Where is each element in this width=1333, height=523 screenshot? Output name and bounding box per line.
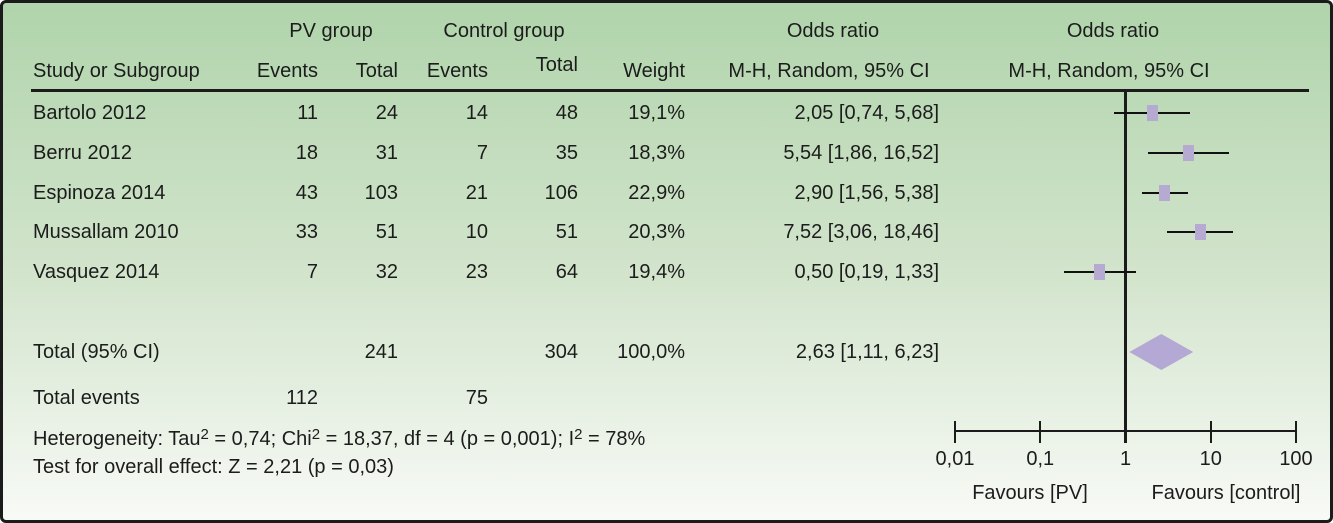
table-row: Mussallam 2010 33 51 10 51 20,3% 7,52 [3… — [3, 219, 1330, 245]
col-header-events-control: Events — [426, 60, 488, 82]
events-pv: 7 — [306, 261, 318, 283]
total-control: 64 — [555, 261, 578, 283]
odds-ratio-header-1: Odds ratio — [786, 20, 880, 42]
study-name: Espinoza 2014 — [33, 182, 166, 204]
table-row: Espinoza 2014 43 103 21 106 22,9% 2,90 [… — [3, 180, 1330, 206]
table-row: Bartolo 2012 11 24 14 48 19,1% 2,05 [0,7… — [3, 100, 1330, 126]
pv-group-header: PV group — [289, 20, 373, 42]
total-control: 35 — [555, 142, 578, 164]
events-pv: 11 — [297, 102, 318, 124]
axis-tick-label: 0,01 — [935, 448, 975, 470]
events-pv: 43 — [295, 182, 318, 204]
col-header-total-control: Total — [535, 54, 578, 76]
col-header-study: Study or Subgroup — [33, 60, 200, 82]
events-control: 10 — [465, 221, 488, 243]
or-ci-text: 7,52 [3,06, 18,46] — [783, 221, 939, 243]
col-header-total-pv: Total — [355, 60, 398, 82]
total-events-control: 75 — [465, 387, 488, 409]
odds-ratio-header-2: Odds ratio — [1066, 20, 1160, 42]
column-header-row: Study or Subgroup Events Total Events To… — [3, 54, 1330, 84]
study-name: Berru 2012 — [33, 142, 132, 164]
axis-tick — [1209, 421, 1212, 443]
total-control: 48 — [555, 102, 578, 124]
or-ci-text: 5,54 [1,86, 16,52] — [783, 142, 939, 164]
total-control: 51 — [555, 221, 578, 243]
total-pv: 32 — [375, 261, 398, 283]
total-row: Total (95% CI) 241 304 100,0% 2,63 [1,11… — [3, 339, 1330, 365]
overall-effect-text: Test for overall effect: Z = 2,21 (p = 0… — [33, 456, 394, 478]
axis-tick-label: 1 — [1119, 448, 1132, 470]
total-label: Total (95% CI) — [33, 341, 160, 363]
col-header-events-pv: Events — [256, 60, 318, 82]
or-point-marker — [1183, 145, 1195, 161]
total-events-pv: 112 — [286, 387, 318, 409]
total-weight: 100,0% — [617, 341, 685, 363]
events-control: 21 — [465, 182, 488, 204]
axis-tick-label: 10 — [1199, 448, 1222, 470]
total-control: 106 — [544, 182, 578, 204]
events-control: 23 — [465, 261, 488, 283]
events-control: 7 — [476, 142, 488, 164]
total-pv: 103 — [364, 182, 398, 204]
null-effect-line — [1124, 92, 1127, 443]
study-name: Vasquez 2014 — [33, 261, 160, 283]
weight: 20,3% — [628, 221, 685, 243]
table-row: Vasquez 2014 7 32 23 64 19,4% 0,50 [0,19… — [3, 259, 1330, 285]
total-events-row: Total events 112 75 — [3, 385, 1330, 411]
or-point-marker — [1159, 185, 1171, 201]
col-header-mh-ci-1: M-H, Random, 95% CI — [728, 60, 930, 82]
events-control: 14 — [465, 102, 488, 124]
favours-right-label: Favours [control] — [1151, 482, 1301, 504]
axis-tick — [1295, 421, 1297, 443]
total-or-ci-text: 2,63 [1,11, 6,23] — [795, 341, 939, 363]
or-ci-text: 0,50 [0,19, 1,33] — [794, 261, 939, 283]
total-pv: 31 — [375, 142, 398, 164]
axis-tick — [1039, 421, 1042, 443]
axis-tick-label: 0,1 — [1026, 448, 1055, 470]
heterogeneity-text: Heterogeneity: Tau2 = 0,74; Chi2 = 18,37… — [33, 426, 646, 450]
events-pv: 18 — [295, 142, 318, 164]
table-row: Berru 2012 18 31 7 35 18,3% 5,54 [1,86, … — [3, 140, 1330, 166]
or-point-marker — [1094, 264, 1106, 280]
or-ci-text: 2,90 [1,56, 5,38] — [794, 182, 939, 204]
or-ci-text: 2,05 [0,74, 5,68] — [794, 102, 939, 124]
or-point-marker — [1146, 105, 1158, 121]
weight: 19,1% — [628, 102, 685, 124]
axis-tick-label: 100 — [1279, 448, 1313, 470]
study-name: Bartolo 2012 — [33, 102, 147, 124]
col-header-mh-ci-2: M-H, Random, 95% CI — [1008, 60, 1210, 82]
axis-tick — [954, 421, 956, 443]
total-events-label: Total events — [33, 387, 140, 409]
forest-plot-area: 0,01 0,1 1 10 100 — [3, 3, 1330, 520]
control-group-header: Control group — [443, 20, 565, 42]
or-point-marker — [1194, 224, 1206, 240]
total-pv-sum: 241 — [364, 341, 398, 363]
favours-left-label: Favours [PV] — [972, 482, 1088, 504]
col-header-weight: Weight — [623, 60, 685, 82]
weight: 22,9% — [628, 182, 685, 204]
header-rule — [31, 89, 1309, 92]
weight: 19,4% — [628, 261, 685, 283]
total-diamond — [1129, 334, 1194, 370]
total-pv: 24 — [375, 102, 398, 124]
total-control-sum: 304 — [544, 341, 578, 363]
study-name: Mussallam 2010 — [33, 221, 179, 243]
group-header-row: PV group Control group Odds ratio Odds r… — [3, 18, 1330, 44]
total-pv: 51 — [375, 221, 398, 243]
events-pv: 33 — [295, 221, 318, 243]
statistics-footer: Heterogeneity: Tau2 = 0,74; Chi2 = 18,37… — [33, 425, 645, 481]
axis-tick — [1124, 421, 1127, 443]
weight: 18,3% — [628, 142, 685, 164]
